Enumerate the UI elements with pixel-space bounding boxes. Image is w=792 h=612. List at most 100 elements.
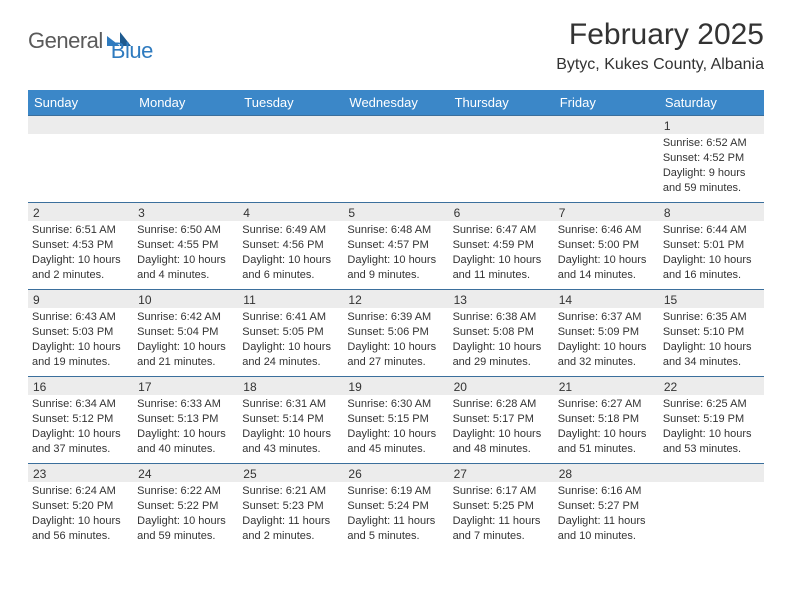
day-detail-line: Sunset: 5:22 PM (137, 499, 234, 514)
location-label: Bytyc, Kukes County, Albania (556, 56, 764, 74)
week-row: 16Sunrise: 6:34 AMSunset: 5:12 PMDayligh… (28, 376, 764, 463)
day-number: 3 (133, 203, 238, 221)
day-detail-line: Sunrise: 6:50 AM (137, 223, 234, 238)
day-cell: 11Sunrise: 6:41 AMSunset: 5:05 PMDayligh… (238, 290, 343, 376)
day-detail-line: and 7 minutes. (453, 529, 550, 544)
header: General Blue February 2025 Bytyc, Kukes … (0, 0, 792, 82)
day-detail-line: Daylight: 10 hours (137, 340, 234, 355)
day-detail-line: Sunset: 4:56 PM (242, 238, 339, 253)
day-detail-line: Daylight: 10 hours (32, 427, 129, 442)
day-number: 10 (133, 290, 238, 308)
day-number: 9 (28, 290, 133, 308)
day-detail-line: Sunset: 5:04 PM (137, 325, 234, 340)
day-number: 23 (28, 464, 133, 482)
day-detail-line: and 45 minutes. (347, 442, 444, 457)
day-detail-line: Daylight: 10 hours (32, 340, 129, 355)
day-cell: 26Sunrise: 6:19 AMSunset: 5:24 PMDayligh… (343, 464, 448, 550)
day-number (659, 464, 764, 482)
day-detail-line: Daylight: 10 hours (242, 427, 339, 442)
day-number: 27 (449, 464, 554, 482)
day-cell: 28Sunrise: 6:16 AMSunset: 5:27 PMDayligh… (554, 464, 659, 550)
logo: General Blue (28, 18, 153, 64)
day-detail-line: Daylight: 10 hours (137, 427, 234, 442)
day-detail-line: Sunrise: 6:22 AM (137, 484, 234, 499)
day-detail-line: and 29 minutes. (453, 355, 550, 370)
day-detail-line: Sunset: 5:18 PM (558, 412, 655, 427)
day-detail-line: and 10 minutes. (558, 529, 655, 544)
day-detail-line: Sunset: 5:14 PM (242, 412, 339, 427)
day-detail-line: and 43 minutes. (242, 442, 339, 457)
day-cell: 12Sunrise: 6:39 AMSunset: 5:06 PMDayligh… (343, 290, 448, 376)
day-detail-line: Sunrise: 6:35 AM (663, 310, 760, 325)
day-detail-line: Daylight: 10 hours (242, 340, 339, 355)
dow-monday: Monday (133, 90, 238, 115)
day-number: 26 (343, 464, 448, 482)
day-detail-line: Sunset: 5:19 PM (663, 412, 760, 427)
day-detail-line: and 2 minutes. (242, 529, 339, 544)
day-detail-line: and 11 minutes. (453, 268, 550, 283)
day-detail-line: Sunrise: 6:33 AM (137, 397, 234, 412)
week-row: 2Sunrise: 6:51 AMSunset: 4:53 PMDaylight… (28, 202, 764, 289)
dow-header-row: Sunday Monday Tuesday Wednesday Thursday… (28, 90, 764, 115)
day-number: 22 (659, 377, 764, 395)
day-detail-line: and 51 minutes. (558, 442, 655, 457)
day-cell: 5Sunrise: 6:48 AMSunset: 4:57 PMDaylight… (343, 203, 448, 289)
day-number: 21 (554, 377, 659, 395)
day-detail-line: Sunrise: 6:48 AM (347, 223, 444, 238)
dow-saturday: Saturday (659, 90, 764, 115)
day-detail-line: Sunrise: 6:27 AM (558, 397, 655, 412)
week-row: 9Sunrise: 6:43 AMSunset: 5:03 PMDaylight… (28, 289, 764, 376)
day-detail-line: Sunset: 5:05 PM (242, 325, 339, 340)
day-cell: 19Sunrise: 6:30 AMSunset: 5:15 PMDayligh… (343, 377, 448, 463)
day-number (554, 116, 659, 134)
day-detail-line: Daylight: 10 hours (32, 253, 129, 268)
day-cell: 18Sunrise: 6:31 AMSunset: 5:14 PMDayligh… (238, 377, 343, 463)
page-title: February 2025 (556, 18, 764, 52)
day-cell: 22Sunrise: 6:25 AMSunset: 5:19 PMDayligh… (659, 377, 764, 463)
day-detail-line: Daylight: 10 hours (663, 427, 760, 442)
day-detail-line: Sunset: 5:25 PM (453, 499, 550, 514)
day-detail-line: Sunrise: 6:28 AM (453, 397, 550, 412)
day-cell: 4Sunrise: 6:49 AMSunset: 4:56 PMDaylight… (238, 203, 343, 289)
day-number: 2 (28, 203, 133, 221)
day-number: 25 (238, 464, 343, 482)
day-detail-line: and 19 minutes. (32, 355, 129, 370)
dow-tuesday: Tuesday (238, 90, 343, 115)
day-detail-line: Sunset: 5:20 PM (32, 499, 129, 514)
day-detail-line: and 59 minutes. (663, 181, 760, 196)
day-cell: 9Sunrise: 6:43 AMSunset: 5:03 PMDaylight… (28, 290, 133, 376)
day-detail-line: Sunrise: 6:34 AM (32, 397, 129, 412)
day-detail-line: Daylight: 10 hours (558, 253, 655, 268)
day-detail-line: Sunset: 4:52 PM (663, 151, 760, 166)
day-cell (449, 116, 554, 202)
day-detail-line: Sunrise: 6:41 AM (242, 310, 339, 325)
day-cell (28, 116, 133, 202)
day-detail-line: Sunset: 4:53 PM (32, 238, 129, 253)
day-cell (238, 116, 343, 202)
day-detail-line: Daylight: 11 hours (242, 514, 339, 529)
day-detail-line: Daylight: 10 hours (453, 253, 550, 268)
dow-thursday: Thursday (449, 90, 554, 115)
day-detail-line: and 40 minutes. (137, 442, 234, 457)
day-detail-line: and 4 minutes. (137, 268, 234, 283)
day-number: 7 (554, 203, 659, 221)
day-detail-line: Sunset: 4:55 PM (137, 238, 234, 253)
day-detail-line: Sunset: 5:00 PM (558, 238, 655, 253)
day-detail-line: Daylight: 10 hours (663, 340, 760, 355)
day-detail-line: Daylight: 10 hours (137, 514, 234, 529)
day-number: 1 (659, 116, 764, 134)
day-number (133, 116, 238, 134)
day-number: 16 (28, 377, 133, 395)
day-detail-line: Daylight: 10 hours (347, 340, 444, 355)
day-number (28, 116, 133, 134)
day-detail-line: Daylight: 10 hours (242, 253, 339, 268)
day-cell: 6Sunrise: 6:47 AMSunset: 4:59 PMDaylight… (449, 203, 554, 289)
day-cell: 15Sunrise: 6:35 AMSunset: 5:10 PMDayligh… (659, 290, 764, 376)
day-detail-line: Daylight: 10 hours (32, 514, 129, 529)
day-detail-line: and 14 minutes. (558, 268, 655, 283)
dow-friday: Friday (554, 90, 659, 115)
day-detail-line: Daylight: 10 hours (558, 340, 655, 355)
day-cell: 8Sunrise: 6:44 AMSunset: 5:01 PMDaylight… (659, 203, 764, 289)
day-detail-line: Daylight: 11 hours (453, 514, 550, 529)
day-number: 8 (659, 203, 764, 221)
